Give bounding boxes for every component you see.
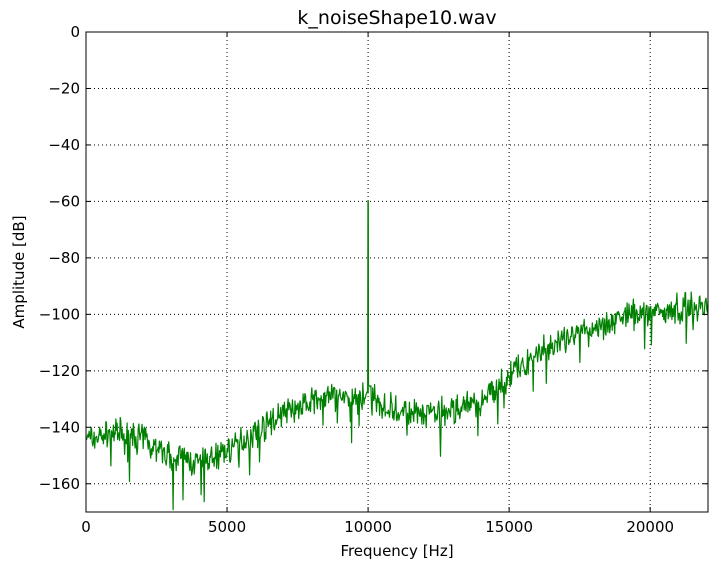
y-tick-label: −160 — [39, 475, 80, 493]
x-tick-label: 15000 — [485, 518, 533, 536]
series-group — [85, 200, 709, 511]
y-axis: 0 −20 −40 −60 −80 −100 −120 −140 −160 — [39, 23, 708, 493]
y-tick-label: −40 — [48, 136, 80, 154]
y-tick-label: −80 — [48, 249, 80, 267]
chart-title: k_noiseShape10.wav — [297, 7, 496, 29]
x-axis: 0 5000 10000 15000 20000 — [81, 32, 674, 536]
y-tick-label: −20 — [48, 79, 80, 97]
y-tick-label: 0 — [70, 23, 80, 41]
x-tick-label: 20000 — [626, 518, 674, 536]
plot-frame — [85, 31, 709, 513]
x-tick-label: 10000 — [344, 518, 392, 536]
y-tick-label: −120 — [39, 362, 80, 380]
x-axis-label: Frequency [Hz] — [340, 542, 453, 560]
y-axis-label: Amplitude [dB] — [10, 215, 28, 328]
y-tick-label: −100 — [39, 305, 80, 323]
x-tick-label: 5000 — [208, 518, 246, 536]
x-tick-label: 0 — [81, 518, 91, 536]
series-line — [85, 200, 709, 511]
y-tick-label: −60 — [48, 192, 80, 210]
grid — [85, 31, 708, 512]
y-tick-label: −140 — [39, 418, 80, 436]
